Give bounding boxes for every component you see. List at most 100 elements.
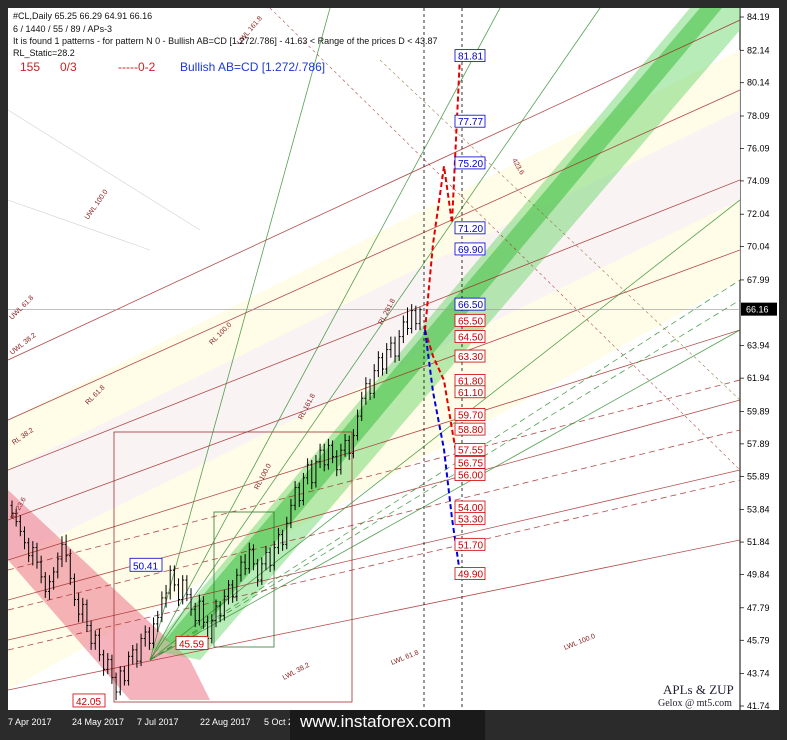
channel-line bbox=[149, 279, 740, 661]
level-box-red bbox=[454, 349, 486, 363]
pivot-label: 45.59 bbox=[179, 640, 204, 651]
level-label-red: 56.75 bbox=[458, 458, 483, 469]
price-tick-label: 59.89 bbox=[747, 406, 770, 416]
level-box-red bbox=[454, 422, 486, 436]
params-line: 6 / 1440 / 55 / 89 / APs-3 bbox=[13, 24, 113, 34]
level-box-red bbox=[454, 567, 486, 580]
level-box-red bbox=[454, 442, 486, 456]
channel-line bbox=[8, 179, 740, 471]
level-box-red bbox=[454, 511, 486, 525]
level-box-blue bbox=[454, 242, 486, 256]
level-label-blue: 77.77 bbox=[458, 117, 483, 128]
pivot-box bbox=[129, 557, 163, 572]
pivot-label: 50.41 bbox=[133, 561, 158, 572]
level-label-red: 63.30 bbox=[458, 352, 483, 363]
plot-area bbox=[8, 8, 740, 710]
channel-line bbox=[8, 109, 201, 231]
level-box-red bbox=[454, 313, 486, 327]
level-label-red: 53.30 bbox=[458, 514, 483, 525]
price-tick-label: 76.09 bbox=[747, 143, 770, 153]
projection-up bbox=[424, 55, 461, 331]
price-tick-label: 49.84 bbox=[747, 570, 770, 580]
channel-line bbox=[8, 329, 740, 561]
pink-channel bbox=[8, 490, 210, 700]
pivot-label: 42.05 bbox=[76, 697, 101, 708]
price-tick-label: 84.19 bbox=[747, 12, 770, 22]
level-label-red: 61.10 bbox=[458, 388, 483, 399]
channel-line bbox=[8, 89, 740, 421]
level-label-red: 51.70 bbox=[458, 540, 483, 551]
current-price-box bbox=[741, 302, 777, 316]
level-box-red bbox=[454, 330, 486, 343]
level-label-red: 61.80 bbox=[458, 376, 483, 387]
price-tick-label: 55.89 bbox=[747, 471, 770, 481]
channel-line bbox=[8, 539, 740, 691]
x-tick-label: 7 Apr 2017 bbox=[8, 717, 52, 727]
level-box-red bbox=[454, 537, 486, 551]
price-tick-label: 47.79 bbox=[747, 603, 770, 613]
x-tick-label: 24 May 2017 bbox=[72, 717, 124, 727]
count-a: 155 bbox=[20, 60, 41, 74]
channel-line bbox=[269, 8, 740, 471]
level-label-red: 58.80 bbox=[458, 425, 483, 436]
level-box-red bbox=[454, 468, 486, 481]
level-label-blue: 75.20 bbox=[458, 159, 483, 170]
price-tick-label: 61.94 bbox=[747, 373, 770, 383]
watermark: www.instaforex.com bbox=[300, 712, 452, 731]
level-box-blue bbox=[454, 221, 486, 235]
price-tick-label: 70.04 bbox=[747, 242, 770, 252]
level-box-red bbox=[454, 408, 486, 421]
pivot-box bbox=[175, 636, 209, 650]
count-b: 0/3 bbox=[60, 60, 77, 74]
x-axis-ticks: 7 Apr 2017 24 May 2017 7 Jul 2017 22 Aug 20… bbox=[8, 717, 308, 727]
x-tick-label: 7 Jul 2017 bbox=[137, 717, 179, 727]
level-label-blue: 81.81 bbox=[458, 52, 483, 63]
symbol-line: #CL,Daily 65.25 66.29 64.91 66.16 bbox=[13, 11, 153, 21]
pivot-labels: 50.41 45.59 42.05 bbox=[72, 557, 209, 708]
price-tick-label: 53.84 bbox=[747, 505, 770, 515]
level-box-blue bbox=[454, 114, 486, 128]
price-tick-label: 43.74 bbox=[747, 669, 770, 679]
price-tick-label: 78.09 bbox=[747, 111, 770, 121]
channel-line bbox=[149, 329, 740, 661]
channel-line bbox=[149, 199, 740, 661]
channel-line bbox=[149, 8, 601, 661]
level-label-red: 59.70 bbox=[458, 410, 483, 421]
level-box-blue bbox=[454, 49, 486, 63]
level-box-red bbox=[454, 385, 486, 399]
price-tick-label: 67.99 bbox=[747, 275, 770, 285]
level-label-red: 54.00 bbox=[458, 503, 483, 514]
level-label-red: 49.90 bbox=[458, 570, 483, 581]
price-tick-label: 51.84 bbox=[747, 537, 770, 547]
channel-line bbox=[8, 469, 740, 641]
channel-line bbox=[149, 8, 501, 661]
projection-group bbox=[424, 55, 461, 574]
price-tick-label: 80.14 bbox=[747, 78, 770, 88]
channel-line bbox=[8, 479, 740, 651]
level-label-blue: 71.20 bbox=[458, 224, 483, 235]
pattern-name: Bullish AB=CD [1.272/.786] bbox=[180, 60, 326, 74]
channel-line bbox=[8, 429, 740, 611]
count-c: -----0-2 bbox=[118, 60, 156, 74]
level-label-blue: 66.50 bbox=[458, 300, 483, 311]
price-tick-label: 63.94 bbox=[747, 341, 770, 351]
level-label-blue: 69.90 bbox=[458, 245, 483, 256]
projection-down-red bbox=[424, 329, 461, 475]
level-label-red: 57.55 bbox=[458, 445, 483, 456]
brand-subtitle: Gelox @ mt5.com bbox=[658, 698, 732, 709]
level-box-blue bbox=[454, 156, 486, 170]
watermark-bar bbox=[290, 710, 485, 740]
x-tick-label: 22 Aug 2017 bbox=[200, 717, 251, 727]
static-line: RL_Static=28.2 bbox=[13, 48, 75, 58]
channel-line bbox=[8, 379, 740, 571]
price-tick-label: 82.14 bbox=[747, 45, 770, 55]
level-label-red: 56.00 bbox=[458, 471, 483, 482]
projection-down-blue bbox=[424, 329, 461, 574]
y-axis-ticks: 84.19 82.14 80.14 78.09 76.09 74.09 72.04 70.04… bbox=[740, 12, 777, 711]
candles-group bbox=[10, 304, 422, 701]
price-tick-label: 72.04 bbox=[747, 209, 770, 219]
price-tick-label: 74.09 bbox=[747, 176, 770, 186]
channel-line bbox=[149, 299, 740, 661]
brand-title: APLs & ZUP bbox=[663, 682, 734, 697]
